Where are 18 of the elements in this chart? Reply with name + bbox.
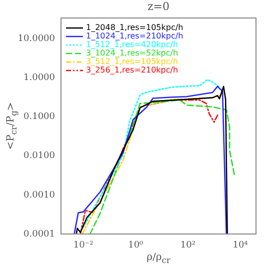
y-tick-label: 0.1000 <box>24 112 56 122</box>
y-tick-label: 0.0010 <box>24 190 56 200</box>
x-tick-label: 10⁰ <box>128 240 144 251</box>
legend-label: 3_512_1,res=105kpc/h <box>86 57 178 66</box>
y-tick-label: 0.0100 <box>24 151 56 162</box>
legend-label: 1_2048_1,res=105kpc/h <box>86 23 184 32</box>
x-tick-label: 10⁻² <box>73 240 94 251</box>
legend-label: 3_256_1,res=210kpc/h <box>86 66 178 75</box>
legend-label: 1_512_1,res=420kpc/h <box>86 40 178 50</box>
y-tick-label: 0.0001 <box>24 229 55 240</box>
x-tick-label: 10⁴ <box>232 240 248 251</box>
y-tick-label: 1.0000 <box>24 73 56 84</box>
legend-label: 3_1024_1,res=52kpc/h <box>86 48 178 58</box>
y-tick-label: 10.0000 <box>18 34 56 44</box>
chart-title: z=0 <box>146 0 170 13</box>
x-tick-label: 10² <box>180 240 196 251</box>
legend-label: 1_1024_1,res=210kpc/h <box>86 32 184 41</box>
x-axis-title: ρ/ρ$_{cr}$ <box>146 252 172 265</box>
